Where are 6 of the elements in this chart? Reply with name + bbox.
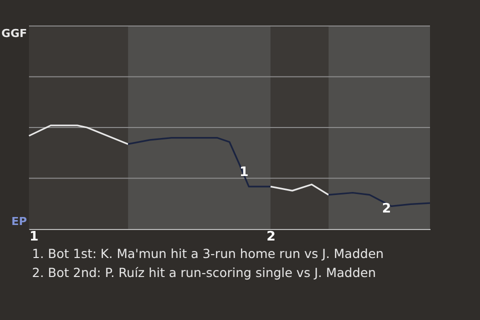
annotation: 2 — [382, 201, 392, 216]
text: GGF — [1, 27, 27, 40]
text: 1. Bot 1st: K. Ma'mun hit a 3-run home run vs J. Madden — [32, 245, 384, 263]
annotation: 1 — [239, 165, 249, 180]
text: EP — [11, 215, 27, 228]
text: 2. Bot 2nd: P. Ruíz hit a run-scoring single vs J. Madden — [32, 264, 377, 282]
